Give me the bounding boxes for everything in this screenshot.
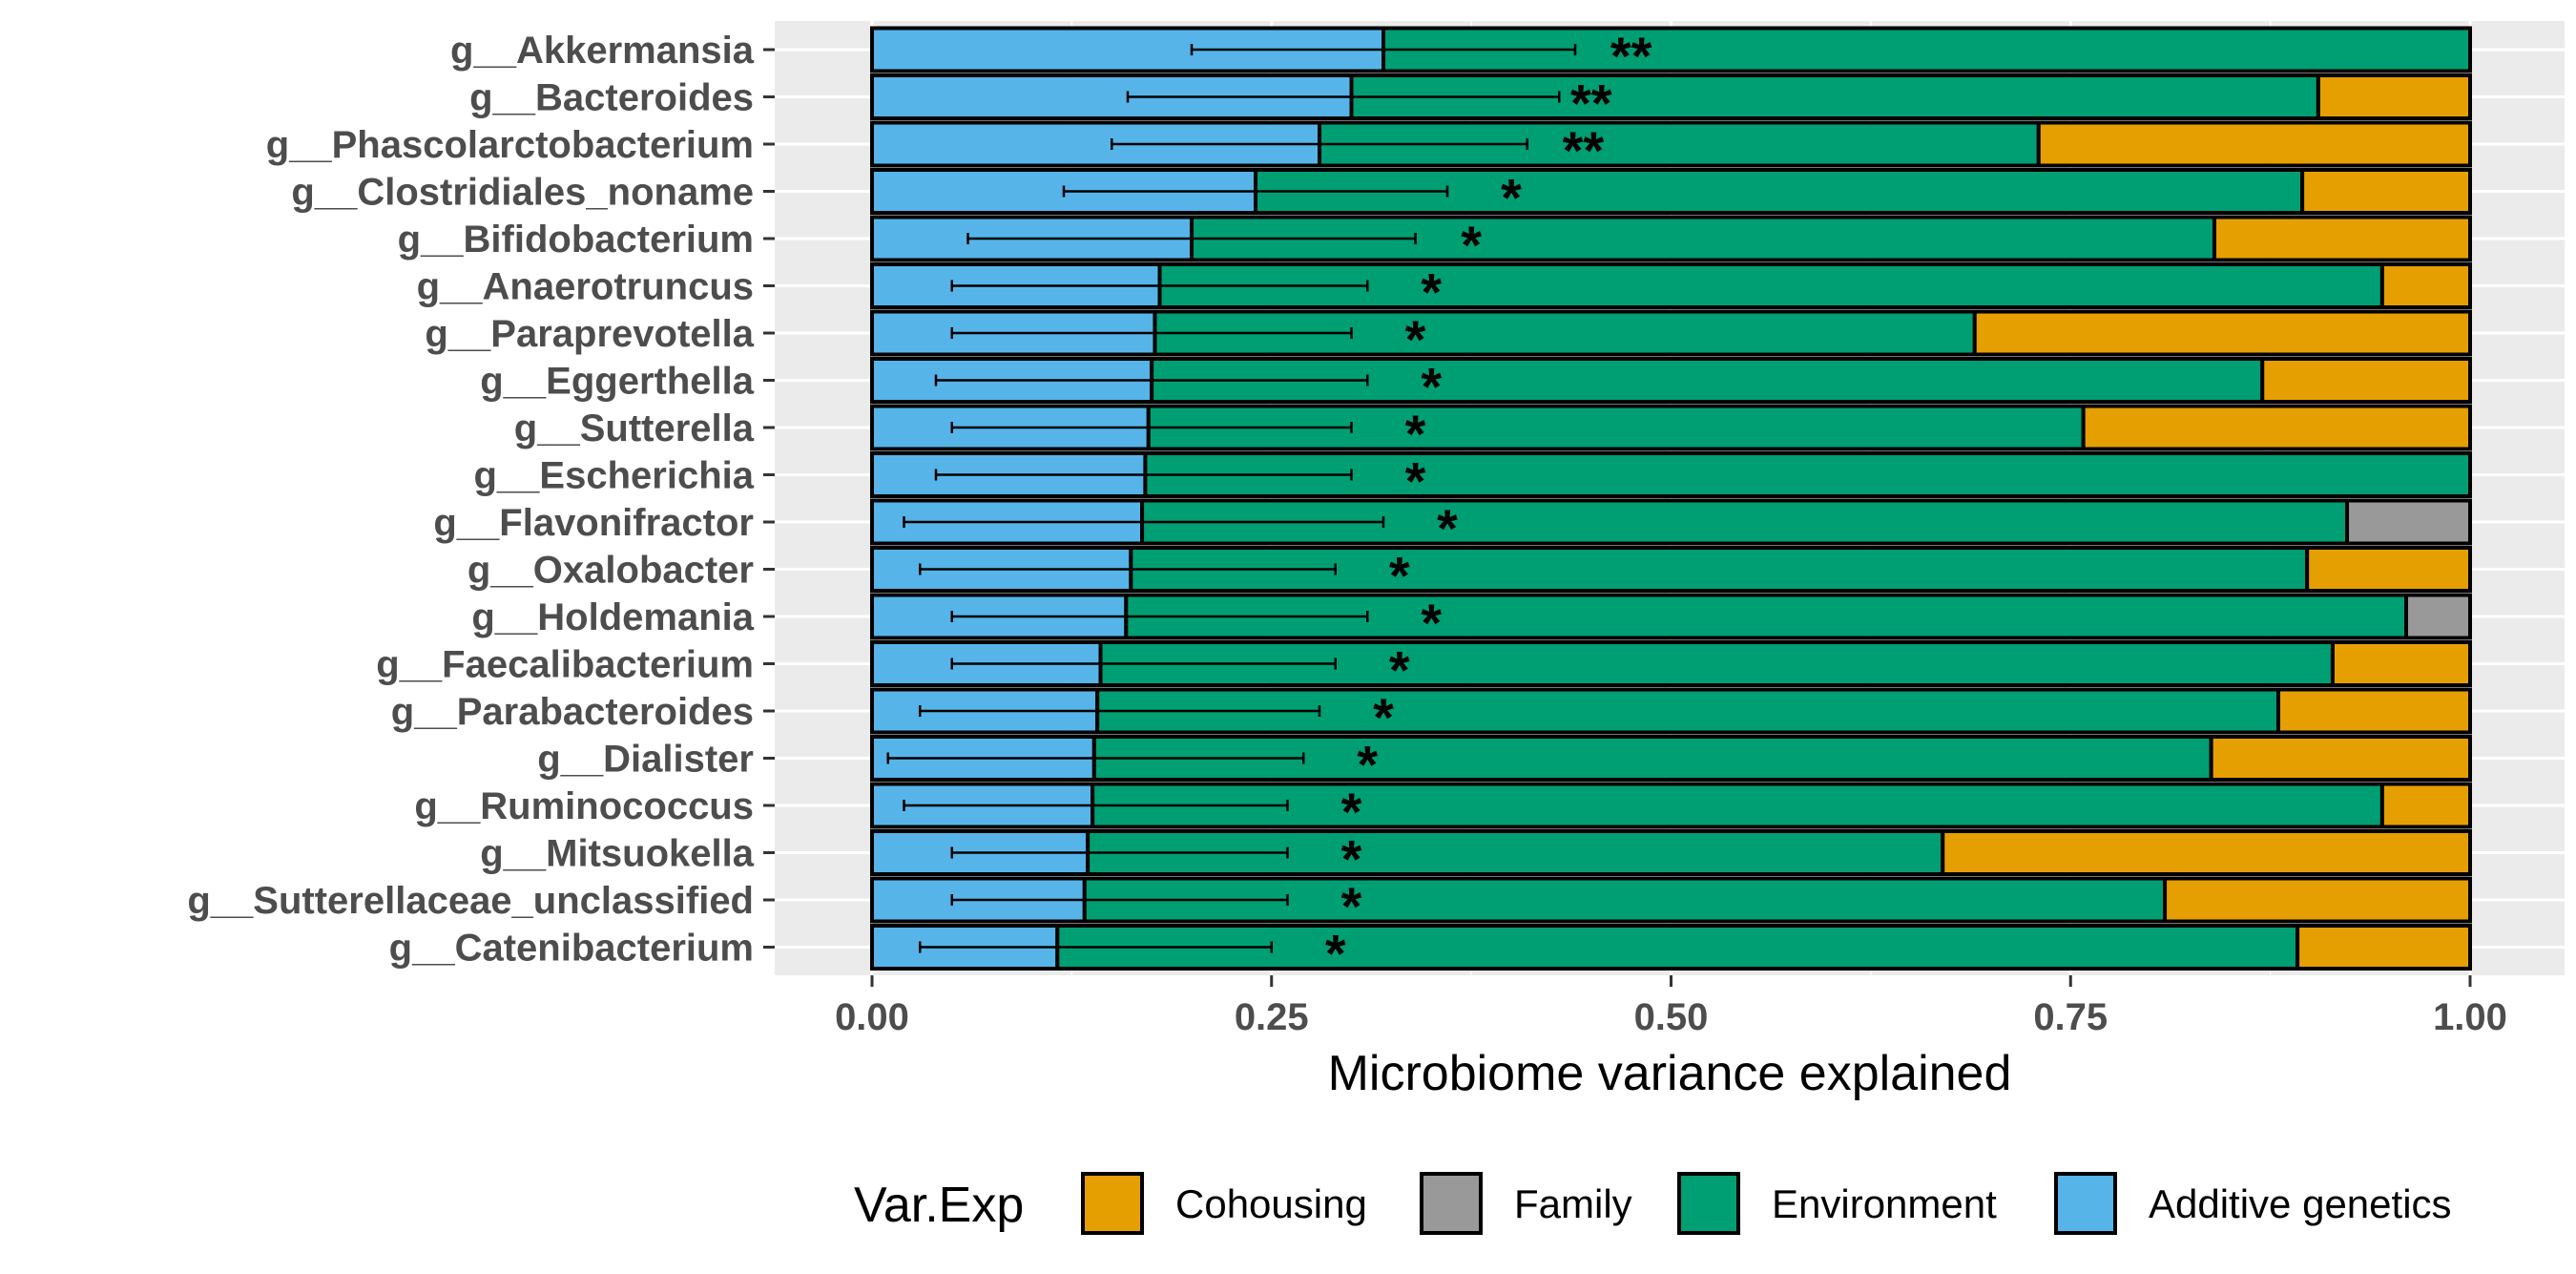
x-tick-label: 0.75 xyxy=(2033,996,2108,1038)
y-axis-ticks: g__Akkermansia g__Bacteroides g__Phascolar… xyxy=(187,30,775,970)
bar-segment xyxy=(2163,876,2472,924)
significance-mark: ** xyxy=(1570,73,1612,134)
bar-segment xyxy=(2209,735,2472,782)
y-tick-label: g__Sutterellaceae_unclassified xyxy=(187,880,754,922)
x-tick-label: 1.00 xyxy=(2433,996,2507,1038)
y-tick-label: g__Parabacteroides xyxy=(391,691,754,733)
error-bars xyxy=(886,44,1577,953)
x-tick-label: 0.50 xyxy=(1634,996,1709,1038)
legend-label: Environment xyxy=(1772,1181,1997,1226)
y-tick-label: g__Bifidobacterium xyxy=(398,219,754,261)
significance-mark: * xyxy=(1501,168,1522,228)
legend: Var.Exp Cohousing Family Environment Additi… xyxy=(854,1172,2452,1235)
significance-mark: * xyxy=(1421,593,1442,653)
bar-segment xyxy=(2404,593,2472,640)
significance-mark: * xyxy=(1341,876,1362,936)
significance-mark: * xyxy=(1405,309,1426,369)
bars xyxy=(870,26,2473,971)
y-tick-label: g__Anaerotruncus xyxy=(417,266,754,308)
y-tick-label: g__Faecalibacterium xyxy=(376,644,754,686)
significance-mark: * xyxy=(1373,687,1394,747)
y-tick-label: g__Sutterella xyxy=(514,407,755,449)
y-tick-label: g__Phascolarctobacterium xyxy=(266,124,754,166)
bar-segment xyxy=(2345,498,2472,546)
bar-segment xyxy=(2276,687,2472,735)
x-axis-ticks: 0.00 0.25 0.50 0.75 1.00 xyxy=(835,975,2507,1038)
y-tick-label: g__Escherichia xyxy=(474,455,755,497)
legend-key xyxy=(1081,1172,1144,1235)
significance-mark: ** xyxy=(1610,26,1652,86)
bar-segment xyxy=(2260,357,2472,404)
legend-label: Additive genetics xyxy=(2149,1181,2452,1226)
legend-title: Var.Exp xyxy=(854,1178,1024,1233)
y-tick-label: g__Paraprevotella xyxy=(425,313,754,355)
y-tick-label: g__Catenibacterium xyxy=(389,928,754,970)
legend-key xyxy=(2054,1172,2117,1235)
legend-label: Family xyxy=(1514,1181,1632,1226)
bar-segment xyxy=(2305,546,2472,593)
y-tick-label: g__Clostridiales_noname xyxy=(291,172,754,214)
significance-mark: * xyxy=(1389,546,1410,606)
legend-key xyxy=(1420,1172,1483,1235)
bar-segment xyxy=(2300,168,2472,215)
y-tick-label: g__Dialister xyxy=(537,739,754,781)
bar-segment xyxy=(2081,404,2472,451)
legend-key xyxy=(1677,1172,1740,1235)
significance-mark: * xyxy=(1461,215,1482,275)
significance-mark: * xyxy=(1357,735,1378,795)
y-tick-label: g__Flavonifractor xyxy=(433,502,754,544)
significance-mark: * xyxy=(1325,924,1346,984)
x-tick-label: 0.00 xyxy=(835,996,909,1038)
bar-segment xyxy=(1941,829,2472,876)
legend-label: Cohousing xyxy=(1175,1181,1367,1226)
x-tick-label: 0.25 xyxy=(1235,996,1309,1038)
significance-mark: * xyxy=(1341,782,1362,842)
bar-segment xyxy=(1972,309,2472,357)
bar-segment xyxy=(2316,73,2472,120)
y-tick-label: g__Oxalobacter xyxy=(467,550,754,592)
bar-segment xyxy=(2212,215,2472,262)
bar-segment xyxy=(2296,924,2473,971)
bar-segment xyxy=(2036,120,2472,168)
bar-segment xyxy=(2379,262,2472,309)
significance-mark: * xyxy=(1421,262,1442,323)
y-tick-label: g__Eggerthella xyxy=(480,361,755,403)
significance-marks: *********************** xyxy=(1325,26,1652,984)
bar-segment xyxy=(2379,782,2472,829)
y-tick-label: g__Akkermansia xyxy=(450,30,755,72)
y-tick-label: g__Holdemania xyxy=(471,596,754,638)
y-tick-label: g__Ruminococcus xyxy=(414,785,754,827)
significance-mark: * xyxy=(1405,404,1426,464)
significance-mark: * xyxy=(1341,829,1362,889)
significance-mark: * xyxy=(1405,451,1426,512)
bar-segment xyxy=(1091,782,2384,829)
x-axis-title: Microbiome variance explained xyxy=(1328,1046,2012,1101)
significance-mark: * xyxy=(1437,498,1458,558)
y-tick-label: g__Mitsuokella xyxy=(480,833,755,875)
significance-mark: ** xyxy=(1563,120,1605,180)
bar-segment xyxy=(2330,640,2472,687)
bar-segment xyxy=(1143,451,2472,498)
y-tick-label: g__Bacteroides xyxy=(469,77,754,119)
significance-mark: * xyxy=(1421,357,1442,417)
significance-mark: * xyxy=(1389,640,1410,700)
